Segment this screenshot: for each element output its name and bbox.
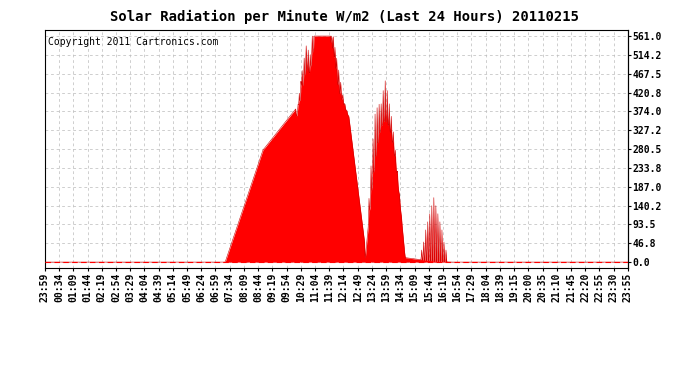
Text: Solar Radiation per Minute W/m2 (Last 24 Hours) 20110215: Solar Radiation per Minute W/m2 (Last 24… <box>110 9 580 24</box>
Text: Copyright 2011 Cartronics.com: Copyright 2011 Cartronics.com <box>48 37 218 47</box>
